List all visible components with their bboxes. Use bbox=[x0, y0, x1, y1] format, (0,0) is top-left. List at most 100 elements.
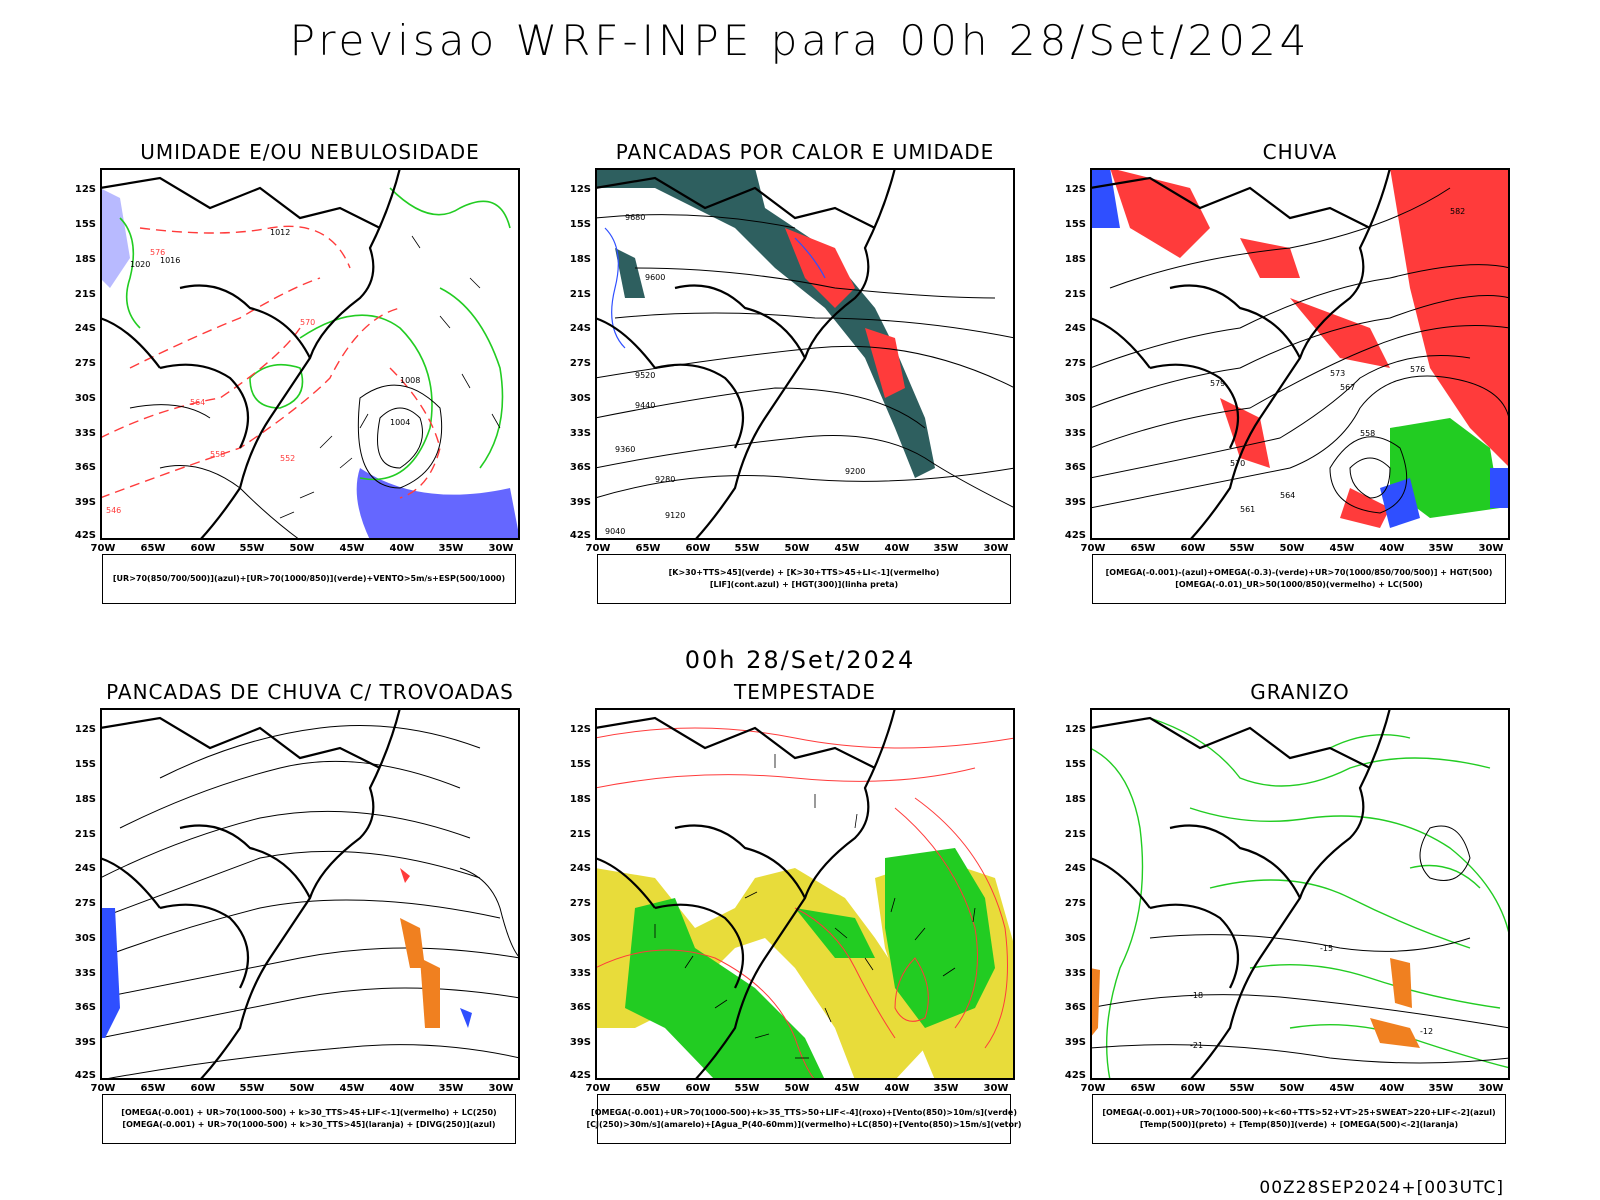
lat-label: 21S bbox=[74, 829, 96, 840]
legend-line: [OMEGA(-0.001)-(azul)+OMEGA(-0.3)-(verde… bbox=[1105, 568, 1493, 577]
legend-line: [OMEGA(-0.001) + UR>70(1000-500) + k>30_… bbox=[122, 1120, 496, 1129]
lon-label: 30W bbox=[1478, 1083, 1504, 1094]
lon-label: 45W bbox=[1329, 543, 1355, 554]
lat-label: 12S bbox=[74, 184, 96, 195]
legend-line: [Temp(500)](preto) + [Temp(850)](verde) … bbox=[1139, 1120, 1459, 1129]
lat-label: 42S bbox=[1064, 1070, 1086, 1081]
lat-label: 42S bbox=[74, 530, 96, 541]
lat-label: 27S bbox=[1064, 898, 1086, 909]
legend-line: [UR>70(850/700/500)](azul)+[UR>70(1000/8… bbox=[112, 574, 506, 583]
wind-fill-green bbox=[625, 848, 995, 1080]
lat-label: 15S bbox=[569, 759, 591, 770]
svg-text:567: 567 bbox=[1340, 383, 1355, 392]
lon-label: 70W bbox=[90, 543, 116, 554]
lon-label: 65W bbox=[140, 543, 166, 554]
lat-label: 30S bbox=[74, 393, 96, 404]
panel-title: UMIDADE E/OU NEBULOSIDADE bbox=[140, 140, 480, 164]
lat-label: 30S bbox=[569, 393, 591, 404]
lon-label: 35W bbox=[1428, 543, 1454, 554]
lat-label: 12S bbox=[1064, 184, 1086, 195]
lat-label: 24S bbox=[569, 863, 591, 874]
lat-label: 15S bbox=[74, 759, 96, 770]
panel-trovoadas: PANCADAS DE CHUVA C/ TROVOADAS bbox=[70, 680, 550, 1150]
coastline-borders bbox=[1090, 168, 1392, 540]
lat-label: 27S bbox=[1064, 358, 1086, 369]
lat-label: 42S bbox=[569, 1070, 591, 1081]
lat-label: 18S bbox=[569, 254, 591, 265]
main-title: Previsao WRF-INPE para 00h 28/Set/2024 bbox=[289, 16, 1311, 65]
svg-text:-21: -21 bbox=[1190, 1041, 1203, 1050]
lon-label: 70W bbox=[1080, 1083, 1106, 1094]
lat-label: 36S bbox=[569, 1002, 591, 1013]
lon-label: 40W bbox=[389, 1083, 415, 1094]
lat-label: 15S bbox=[74, 219, 96, 230]
lon-label: 35W bbox=[933, 1083, 959, 1094]
coastline-borders bbox=[100, 168, 402, 540]
lat-label: 30S bbox=[569, 933, 591, 944]
hgt500-contours bbox=[1090, 187, 1510, 514]
panel-title: PANCADAS DE CHUVA C/ TROVOADAS bbox=[106, 680, 514, 704]
svg-text:9040: 9040 bbox=[605, 527, 625, 536]
svg-text:9360: 9360 bbox=[615, 445, 635, 454]
svg-text:-12: -12 bbox=[1420, 1027, 1433, 1036]
lon-label: 55W bbox=[734, 543, 760, 554]
lat-label: 42S bbox=[1064, 530, 1086, 541]
lon-label: 60W bbox=[685, 1083, 711, 1094]
lat-label: 15S bbox=[1064, 759, 1086, 770]
lon-label: 65W bbox=[635, 1083, 661, 1094]
lat-label: 39S bbox=[74, 1037, 96, 1048]
lat-label: 21S bbox=[74, 289, 96, 300]
svg-text:561: 561 bbox=[1240, 505, 1255, 514]
svg-text:564: 564 bbox=[1280, 491, 1295, 500]
lat-label: 33S bbox=[569, 428, 591, 439]
lon-label: 40W bbox=[1379, 543, 1405, 554]
svg-text:-18: -18 bbox=[1190, 991, 1203, 1000]
lon-label: 60W bbox=[1180, 543, 1206, 554]
lat-label: 18S bbox=[569, 794, 591, 805]
lon-label: 65W bbox=[1130, 1083, 1156, 1094]
legend-line: [OMEGA(-0.01)_UR>50(1000/850)(vermelho) … bbox=[1175, 580, 1423, 589]
lon-label: 65W bbox=[1130, 543, 1156, 554]
coastline-borders bbox=[1090, 708, 1392, 1080]
coastline-borders bbox=[595, 708, 897, 1080]
svg-text:9280: 9280 bbox=[655, 475, 675, 484]
lon-label: 30W bbox=[488, 1083, 514, 1094]
map-tempestade: 12S 15S 18S 21S 24S 27S 30S 33S 36S 39S … bbox=[570, 708, 1015, 1094]
lon-label: 30W bbox=[1478, 543, 1504, 554]
middle-date-title: 00h 28/Set/2024 bbox=[684, 646, 916, 674]
lat-label: 12S bbox=[74, 724, 96, 735]
lon-label: 55W bbox=[239, 543, 265, 554]
lon-label: 70W bbox=[1080, 543, 1106, 554]
lat-label: 18S bbox=[1064, 254, 1086, 265]
lon-label: 60W bbox=[1180, 1083, 1206, 1094]
lc850-contours-red bbox=[595, 727, 1015, 1080]
legend-line: [CJ(250)>30m/s](amarelo)+[Agua_P(40-60mm… bbox=[586, 1120, 1022, 1129]
map-granizo: -15 -12 -18 -21 12S 15S 18S 21S 24S 27S … bbox=[1065, 708, 1510, 1094]
lon-label: 65W bbox=[635, 543, 661, 554]
lon-label: 50W bbox=[289, 1083, 315, 1094]
lat-label: 39S bbox=[569, 497, 591, 508]
lat-label: 42S bbox=[74, 1070, 96, 1081]
lat-label: 30S bbox=[74, 933, 96, 944]
svg-text:570: 570 bbox=[1230, 459, 1245, 468]
svg-text:579: 579 bbox=[1210, 379, 1225, 388]
panel-chuva: CHUVA bbox=[1060, 140, 1540, 610]
lat-label: 33S bbox=[1064, 428, 1086, 439]
lat-label: 21S bbox=[1064, 289, 1086, 300]
panel-legend: [K>30+TTS>45](verde) + [K>30+TTS>45+LI<-… bbox=[597, 554, 1011, 604]
svg-text:582: 582 bbox=[1450, 207, 1465, 216]
map-trovoadas: 12S 15S 18S 21S 24S 27S 30S 33S 36S 39S … bbox=[75, 708, 520, 1094]
lon-label: 55W bbox=[1229, 543, 1255, 554]
lon-label: 45W bbox=[339, 543, 365, 554]
panel-legend: [OMEGA(-0.001) + UR>70(1000-500) + k>30_… bbox=[102, 1094, 516, 1144]
coastline-borders bbox=[100, 708, 402, 1080]
lon-label: 30W bbox=[983, 1083, 1009, 1094]
lon-label: 40W bbox=[884, 1083, 910, 1094]
lon-label: 45W bbox=[339, 1083, 365, 1094]
lat-label: 18S bbox=[1064, 794, 1086, 805]
lon-label: 45W bbox=[834, 543, 860, 554]
map-svg bbox=[100, 168, 520, 540]
svg-text:9520: 9520 bbox=[635, 371, 655, 380]
lon-label: 70W bbox=[90, 1083, 116, 1094]
lat-label: 42S bbox=[569, 530, 591, 541]
